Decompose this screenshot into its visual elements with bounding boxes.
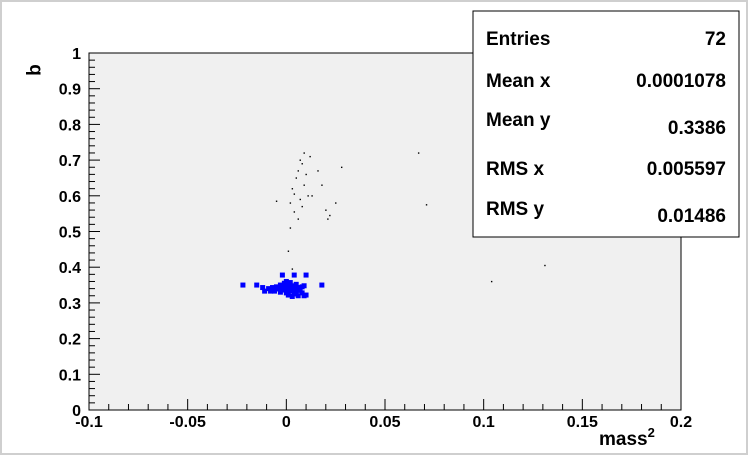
- y-tick-label: 0: [72, 403, 81, 420]
- y-tick-label: 0.4: [59, 260, 81, 277]
- data-point: [309, 155, 311, 158]
- stats-rms-x-label: RMS x: [486, 159, 545, 180]
- data-point: [340, 166, 343, 169]
- data-point: [260, 285, 266, 291]
- data-point: [295, 293, 301, 299]
- stats-mean-x-value: 0.0001078: [636, 71, 726, 92]
- y-tick-label: 0.1: [59, 367, 81, 384]
- data-point: [268, 288, 274, 294]
- data-point: [293, 281, 299, 287]
- data-point: [297, 170, 299, 172]
- data-point: [297, 218, 299, 220]
- x-axis-title-base: mass: [599, 429, 648, 450]
- x-tick-label: -0.1: [75, 414, 103, 431]
- data-point: [425, 204, 428, 206]
- y-tick-label: 1: [72, 46, 81, 63]
- stats-mean-y-value: 0.3386: [668, 118, 726, 139]
- y-tick-label: 0.2: [59, 332, 81, 349]
- data-point: [301, 163, 303, 165]
- data-point: [283, 278, 289, 284]
- data-point: [299, 198, 301, 201]
- data-point: [335, 202, 337, 204]
- stats-rms-x-value: 0.005597: [647, 159, 726, 180]
- data-point: [299, 159, 301, 161]
- data-point: [270, 285, 276, 291]
- y-tick-label: 0.9: [59, 82, 81, 99]
- data-point: [299, 290, 305, 296]
- y-tick-label: 0.6: [59, 189, 81, 206]
- y-axis: 0 0.1 0.2 0.3 0.4 0.5 0.6 0.7 0.8 0.9 1: [59, 46, 100, 420]
- data-point: [295, 285, 301, 291]
- x-axis: -0.1 -0.05 0 0.05 0.1 0.15 0.2: [75, 399, 692, 431]
- x-axis-title: mass2: [599, 425, 655, 450]
- data-point: [303, 152, 305, 154]
- x-tick-label: 0.2: [670, 414, 692, 431]
- stats-mean-x-label: Mean x: [486, 71, 551, 92]
- data-point: [254, 282, 260, 288]
- data-point: [285, 292, 291, 298]
- data-point: [301, 205, 303, 208]
- y-tick-label: 0.5: [59, 225, 81, 242]
- stats-rms-y-label: RMS y: [486, 199, 545, 220]
- data-point: [262, 288, 268, 294]
- data-point: [317, 170, 319, 172]
- data-point: [544, 264, 546, 267]
- y-axis-title: q: [25, 64, 46, 76]
- data-point: [279, 272, 285, 278]
- data-points: [240, 152, 546, 299]
- data-point: [319, 282, 325, 288]
- data-point: [303, 292, 309, 298]
- data-point: [287, 250, 290, 252]
- stats-entries-label: Entries: [486, 29, 550, 50]
- data-point: [305, 173, 307, 176]
- stats-mean-y-label: Mean y: [486, 110, 551, 131]
- x-tick-label: 0: [282, 414, 291, 431]
- data-point: [291, 272, 297, 278]
- data-point: [289, 293, 295, 299]
- y-tick-label: 0.7: [59, 153, 81, 170]
- data-point: [311, 195, 313, 197]
- data-point: [277, 289, 283, 295]
- data-point: [291, 268, 294, 270]
- data-point: [293, 211, 296, 213]
- stats-rms-y-value: 0.01486: [657, 206, 726, 227]
- stats-entries-value: 72: [705, 29, 726, 50]
- data-point: [277, 282, 283, 288]
- x-tick-label: 0.15: [567, 414, 598, 431]
- x-axis-title-superscript: 2: [648, 425, 655, 440]
- data-point: [325, 209, 327, 211]
- y-tick-label: 0.3: [59, 296, 81, 313]
- data-point: [417, 152, 420, 154]
- data-point: [289, 202, 292, 204]
- data-point: [327, 218, 329, 220]
- data-point: [295, 177, 297, 179]
- data-point: [287, 280, 293, 286]
- data-point: [271, 288, 277, 294]
- x-tick-label: 0.1: [473, 414, 495, 431]
- data-point: [301, 283, 307, 289]
- data-point: [329, 214, 331, 217]
- data-point: [289, 227, 292, 229]
- y-tick-label: 0.8: [59, 117, 81, 134]
- data-point: [293, 193, 296, 195]
- data-point: [275, 200, 278, 202]
- data-point: [303, 184, 305, 186]
- data-point: [275, 286, 281, 292]
- x-tick-label: 0.05: [369, 414, 400, 431]
- data-point: [321, 184, 323, 186]
- stats-box: Entries 72 Mean x 0.0001078 Mean y 0.338…: [472, 10, 740, 238]
- data-point: [303, 272, 309, 278]
- data-point: [281, 287, 287, 293]
- x-tick-label: -0.05: [169, 414, 206, 431]
- data-point: [490, 280, 493, 283]
- stats-box-frame: [472, 10, 740, 238]
- data-point: [240, 282, 246, 288]
- data-point: [307, 195, 309, 197]
- data-point: [291, 188, 294, 190]
